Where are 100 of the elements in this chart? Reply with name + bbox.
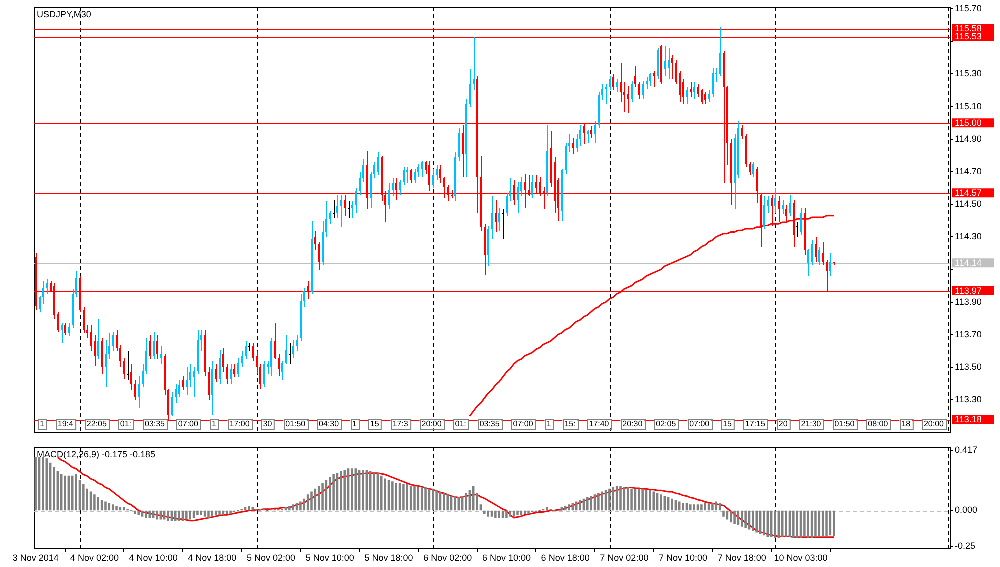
ref-line-label: 113.18 xyxy=(955,414,982,425)
annotation: 17:15 xyxy=(745,419,766,428)
bar xyxy=(46,458,48,511)
bar xyxy=(196,510,199,516)
x-tick-label: 6 Nov 02:00 xyxy=(424,553,472,564)
ref-line-label: 115.58 xyxy=(955,24,982,34)
bar xyxy=(167,510,170,522)
bar xyxy=(71,476,74,511)
bar xyxy=(601,492,604,511)
annotation: 03:35 xyxy=(144,419,166,428)
bar xyxy=(693,504,696,511)
bar xyxy=(708,503,710,511)
bar xyxy=(446,494,449,511)
bar xyxy=(520,510,523,516)
bar xyxy=(174,510,177,522)
bar xyxy=(218,510,221,516)
bar xyxy=(774,510,776,538)
annotation: 17:00 xyxy=(230,419,250,428)
candlestick xyxy=(796,222,798,237)
candlestick xyxy=(348,201,350,218)
bar xyxy=(586,497,589,511)
annotation: 01: xyxy=(120,419,132,428)
bar xyxy=(704,503,706,511)
y-tick-label: 114.70 xyxy=(955,166,982,176)
bar xyxy=(487,510,490,517)
bar xyxy=(108,503,111,511)
y-tick-label: 114.90 xyxy=(955,134,982,144)
bar xyxy=(53,467,56,511)
bar xyxy=(598,493,600,511)
bar xyxy=(712,503,714,511)
bar xyxy=(222,510,225,516)
annotation: 01:50 xyxy=(286,419,306,428)
y-tick-label: 0.000 xyxy=(955,505,978,516)
bar xyxy=(564,506,567,511)
bar xyxy=(752,510,754,532)
ref-line-label: 113.97 xyxy=(955,286,982,296)
bar xyxy=(402,484,405,511)
bar xyxy=(373,472,376,511)
x-tick-label: 6 Nov 10:00 xyxy=(482,553,531,564)
annotation: 21:30 xyxy=(801,419,822,428)
y-tick-label: 113.30 xyxy=(955,394,982,404)
bar xyxy=(156,510,158,520)
bar xyxy=(498,510,500,518)
bar xyxy=(660,494,662,511)
bar xyxy=(792,510,795,538)
bar xyxy=(454,496,456,511)
bar xyxy=(686,503,688,511)
bar xyxy=(642,488,644,511)
ref-line-label: 115.00 xyxy=(955,118,982,128)
bar xyxy=(638,488,640,511)
bar xyxy=(832,510,836,536)
bar xyxy=(568,504,570,511)
x-tick-label: 5 Nov 10:00 xyxy=(306,553,354,564)
annotation: 15: xyxy=(564,419,576,428)
annotation: 20:00 xyxy=(924,419,945,428)
bar xyxy=(700,504,703,511)
bar xyxy=(671,498,674,511)
y-tick-label: 114.50 xyxy=(955,199,982,210)
bar xyxy=(248,506,250,511)
bar xyxy=(763,510,766,536)
bar xyxy=(134,510,136,514)
bar xyxy=(502,510,504,518)
bar xyxy=(608,488,611,511)
annotation: 1 xyxy=(212,419,217,428)
bar xyxy=(296,503,298,511)
annotation: 04:30 xyxy=(319,419,340,428)
bar xyxy=(178,510,180,522)
bar xyxy=(292,504,294,511)
x-tick-label: 5 Nov 18:00 xyxy=(364,553,414,564)
bar xyxy=(814,510,817,538)
bar xyxy=(620,486,622,511)
bar xyxy=(826,510,828,538)
candlestick xyxy=(333,200,335,218)
bar xyxy=(138,510,140,516)
bar xyxy=(104,502,107,511)
bar xyxy=(208,510,210,518)
candlestick xyxy=(289,343,291,364)
ref-line-label: 114.14 xyxy=(955,258,982,268)
bar xyxy=(424,487,427,511)
bar xyxy=(123,508,126,511)
y-tick-label: 115.10 xyxy=(955,101,982,112)
bar xyxy=(443,493,446,511)
x-tick-label: 4 Nov 18:00 xyxy=(188,553,237,564)
bar xyxy=(86,488,88,511)
annotation: 07:00 xyxy=(178,419,199,428)
bar xyxy=(152,510,155,518)
bar xyxy=(230,510,232,514)
x-tick-label: 5 Nov 02:00 xyxy=(247,553,296,564)
annotation: 22:05 xyxy=(86,419,108,428)
bar xyxy=(288,506,291,511)
annotation: 01:50 xyxy=(834,419,856,428)
candlestick xyxy=(127,351,129,380)
annotation: 20 xyxy=(778,419,788,428)
bar xyxy=(351,468,354,511)
annotation: 03:35 xyxy=(480,419,500,428)
bar xyxy=(362,470,364,511)
bar xyxy=(734,510,736,524)
bar xyxy=(192,510,196,518)
bar xyxy=(756,510,758,533)
annotation: 1 xyxy=(352,419,358,428)
